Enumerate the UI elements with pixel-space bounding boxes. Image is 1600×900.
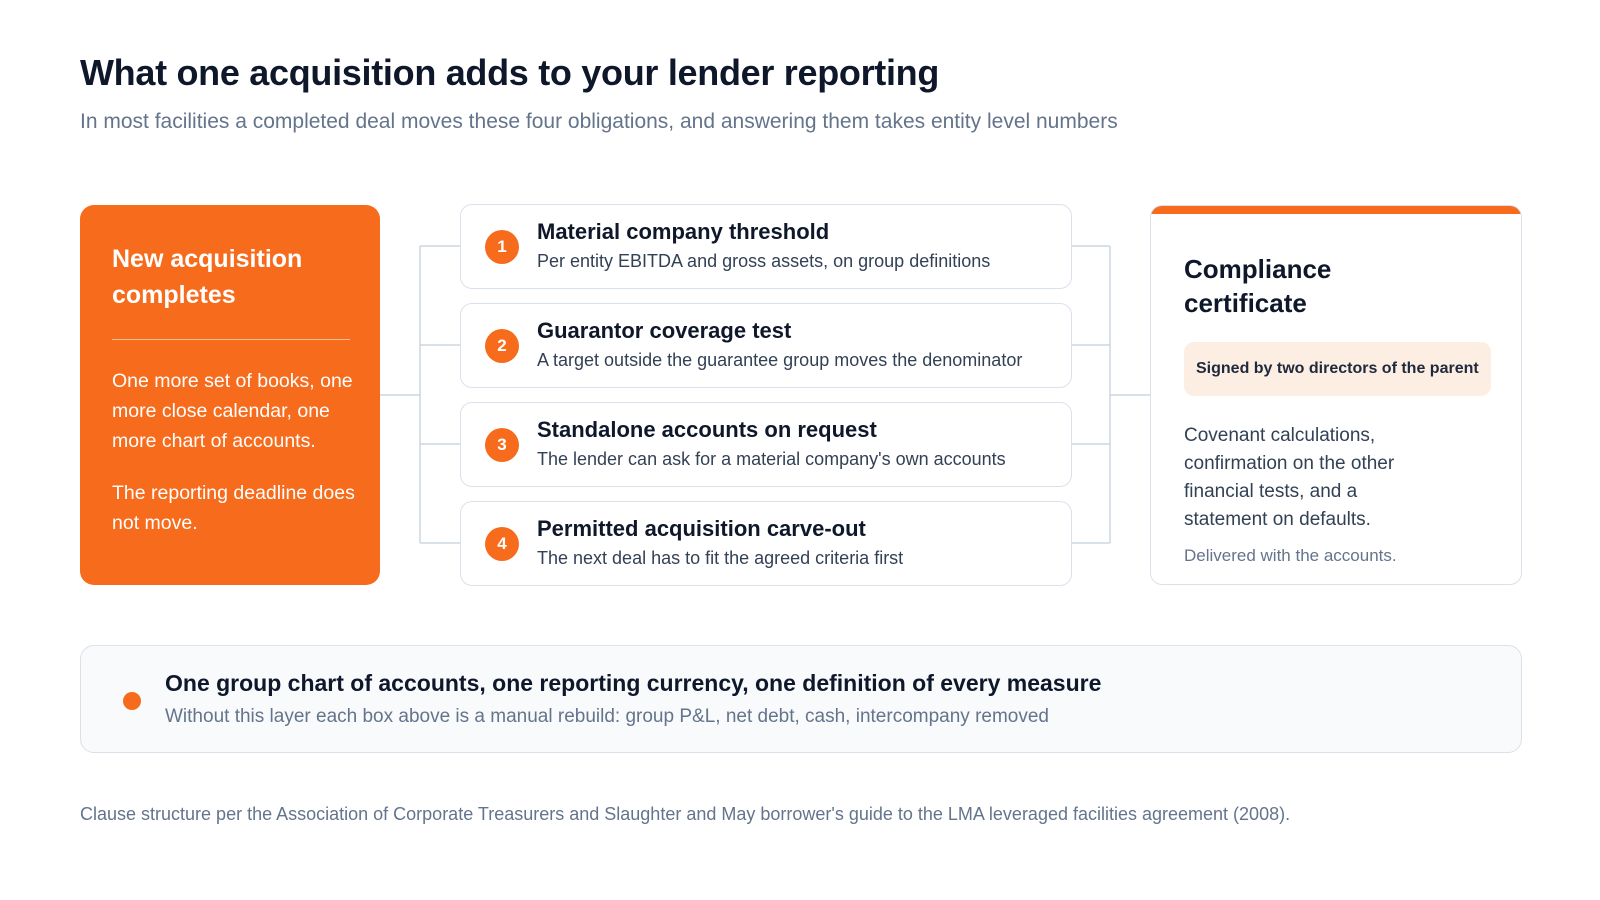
certificate-title: Compliance certificate bbox=[1184, 254, 1332, 318]
obligation-title: Standalone accounts on request bbox=[537, 417, 877, 442]
obligation-text: The next deal has to fit the agreed crit… bbox=[537, 548, 904, 568]
obligation-text: A target outside the guarantee group mov… bbox=[537, 350, 1023, 370]
badge: Signed by two directors of the parent bbox=[1184, 342, 1491, 396]
dot bbox=[123, 692, 141, 710]
step-number: 3 bbox=[485, 428, 519, 462]
foundation-text: Without this layer each box above is a m… bbox=[165, 706, 1049, 727]
step-number: 4 bbox=[485, 527, 519, 561]
trigger-text: The reporting deadline does not move. bbox=[112, 482, 355, 534]
subtitle: In most facilities a completed deal move… bbox=[80, 110, 1118, 133]
obligation-card: 1 Material company threshold Per entity EB… bbox=[460, 204, 1072, 289]
trigger-text: One more set of books, one more close ca… bbox=[112, 370, 353, 452]
divider bbox=[112, 339, 350, 340]
certificate-text: Covenant calculations, confirmation on t… bbox=[1184, 425, 1395, 530]
title: What one acquisition adds to your lender… bbox=[80, 52, 940, 93]
connector-lines bbox=[380, 245, 1150, 544]
obligation-title: Material company threshold bbox=[537, 219, 830, 244]
obligation-card: 4 Permitted acquisition carve-out The next… bbox=[460, 501, 1072, 586]
obligation-title: Guarantor coverage test bbox=[537, 318, 792, 343]
certificate-box: Compliance certificate Signed by two dir… bbox=[1150, 205, 1522, 585]
step-number: 2 bbox=[485, 329, 519, 363]
trigger-title: New acquisition completes bbox=[112, 245, 303, 309]
left-connector bbox=[380, 245, 460, 544]
footnote: Clause structure per the Association of … bbox=[80, 804, 1291, 824]
obligation-text: Per entity EBITDA and gross assets, on g… bbox=[537, 251, 991, 271]
step-number: 1 bbox=[485, 230, 519, 264]
accent-bar bbox=[1151, 206, 1521, 214]
certificate-note: Delivered with the accounts. bbox=[1184, 546, 1397, 565]
foundation-box: One group chart of accounts, one reporti… bbox=[80, 645, 1522, 753]
right-connector bbox=[1072, 245, 1150, 544]
foundation-title: One group chart of accounts, one reporti… bbox=[165, 670, 1102, 696]
trigger-box: New acquisition completes One more set o… bbox=[80, 205, 380, 585]
obligation-card: 3 Standalone accounts on request The lende… bbox=[460, 402, 1072, 487]
obligation-title: Permitted acquisition carve-out bbox=[537, 516, 866, 541]
obligation-text: The lender can ask for a material compan… bbox=[537, 449, 1006, 469]
obligation-card: 2 Guarantor coverage test A target outside… bbox=[460, 303, 1072, 388]
